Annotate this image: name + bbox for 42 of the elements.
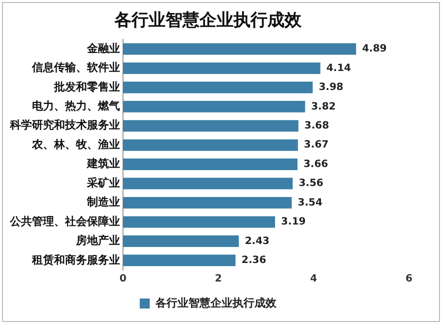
data-label: 3.67 (304, 140, 329, 151)
bar (123, 196, 292, 209)
y-tick-label: 采矿业 (86, 176, 120, 190)
bar (123, 43, 356, 55)
y-tick-label: 农、林、牧、渔业 (31, 138, 120, 151)
bar (123, 254, 236, 266)
y-tick-label: 租赁和商务服务业 (31, 253, 120, 266)
data-label: 2.43 (244, 236, 270, 247)
x-tick-label: 2 (214, 274, 222, 285)
x-tick-label: 4 (310, 274, 318, 285)
legend-label: 各行业智慧企业执行成效 (154, 296, 278, 310)
data-label: 3.68 (304, 120, 330, 132)
bar (123, 178, 293, 190)
y-tick-label: 建筑业 (86, 157, 120, 170)
data-label: 4.14 (326, 62, 352, 74)
data-label: 3.54 (298, 197, 322, 208)
chart-title: 各行业智慧企业执行成效 (114, 10, 302, 31)
data-label: 3.66 (303, 158, 328, 170)
data-label: 3.19 (281, 216, 306, 228)
bar (123, 216, 276, 228)
bar (123, 120, 298, 132)
bar (123, 235, 239, 247)
y-tick-label: 公共管理、社会保障业 (9, 214, 120, 228)
y-tick-label: 金融业 (86, 42, 120, 55)
data-label: 3.98 (318, 82, 344, 94)
bar (123, 62, 320, 74)
y-tick-label: 信息传输、软件业 (31, 61, 120, 74)
data-label: 4.89 (362, 44, 387, 55)
bar (123, 100, 306, 112)
y-tick-label: 批发和零售业 (53, 80, 120, 94)
y-tick-label: 制造业 (86, 196, 120, 209)
x-tick-label: 0 (120, 274, 127, 285)
bar (123, 158, 298, 170)
bar (123, 139, 298, 151)
y-tick-label: 房地产业 (75, 234, 120, 248)
data-label: 2.36 (241, 254, 266, 266)
bar (123, 82, 313, 94)
data-label: 3.82 (311, 101, 336, 112)
y-tick-label: 电力、热力、燃气 (32, 100, 120, 113)
x-tick-label: 6 (406, 274, 413, 285)
y-tick-label: 科学研究和技术服务业 (9, 118, 120, 132)
data-label: 3.56 (298, 178, 324, 190)
